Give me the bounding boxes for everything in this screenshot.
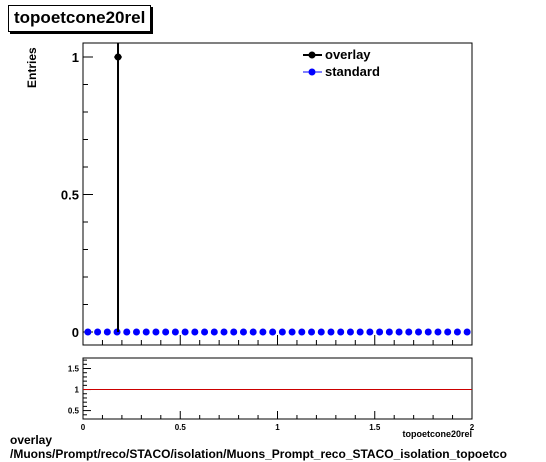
standard-point xyxy=(123,328,131,336)
standard-point xyxy=(269,328,277,336)
x-axis-label: topoetcone20rel xyxy=(402,429,472,439)
ratio-x-axis: 0 0.5 1 1.5 2 xyxy=(81,411,475,432)
standard-point xyxy=(434,328,442,336)
standard-point xyxy=(230,328,238,336)
standard-point xyxy=(317,328,325,336)
standard-point xyxy=(103,328,111,336)
standard-point xyxy=(415,328,423,336)
standard-point xyxy=(171,328,179,336)
y-tick-label: 0 xyxy=(72,325,79,340)
standard-point xyxy=(405,328,413,336)
ratio-y-axis: 0.5 1 1.5 xyxy=(68,359,91,416)
standard-point xyxy=(298,328,306,336)
standard-point xyxy=(152,328,160,336)
main-plot: 00.51 Entries xyxy=(25,42,473,346)
ratio-y-tick-label: 1 xyxy=(75,386,80,395)
standard-point xyxy=(94,328,102,336)
overlay-point xyxy=(114,53,122,61)
ratio-plot: 0.511.5 0 0.5 1 1.5 2 topoetcone20rel xyxy=(68,357,475,439)
main-y-axis: 00.51 xyxy=(61,50,93,340)
ratio-y-tick-label: 0.5 xyxy=(68,407,80,416)
standard-point xyxy=(356,328,364,336)
x-tick-label: 1.5 xyxy=(369,423,381,432)
standard-point xyxy=(142,328,150,336)
standard-point xyxy=(210,328,218,336)
standard-point xyxy=(376,328,384,336)
standard-point xyxy=(424,328,432,336)
standard-point xyxy=(463,328,471,336)
x-tick-label: 2 xyxy=(470,423,475,432)
standard-point xyxy=(181,328,189,336)
main-plot-frame xyxy=(82,42,473,346)
standard-point xyxy=(385,328,393,336)
standard-point xyxy=(132,328,140,336)
legend-entry-overlay: overlay xyxy=(303,47,371,62)
legend-overlay-marker xyxy=(308,51,316,59)
legend-standard-marker xyxy=(308,68,316,76)
y-tick-label: 1 xyxy=(72,50,79,65)
footer-path: overlay /Muons/Prompt/reco/STACO/isolati… xyxy=(10,433,507,461)
histogram-title: topoetcone20rel xyxy=(8,5,152,32)
standard-point xyxy=(453,328,461,336)
ratio-y-tick-label: 1.5 xyxy=(68,365,80,374)
standard-point xyxy=(239,328,247,336)
x-tick-label: 1 xyxy=(275,423,280,432)
standard-point xyxy=(84,328,92,336)
standard-point xyxy=(366,328,374,336)
standard-point xyxy=(278,328,286,336)
x-tick-label: 0 xyxy=(81,423,86,432)
standard-point xyxy=(220,328,228,336)
x-tick-label: 0.5 xyxy=(175,423,187,432)
standard-point xyxy=(201,328,209,336)
standard-point xyxy=(249,328,257,336)
standard-point xyxy=(259,328,267,336)
y-axis-label: Entries xyxy=(25,47,39,88)
footer-line-1: overlay xyxy=(10,433,53,447)
main-series xyxy=(84,43,471,336)
standard-point xyxy=(395,328,403,336)
y-tick-label: 0.5 xyxy=(61,188,79,203)
standard-point xyxy=(444,328,452,336)
standard-point xyxy=(288,328,296,336)
standard-point xyxy=(191,328,199,336)
legend-overlay-label: overlay xyxy=(325,47,371,62)
legend-entry-standard: standard xyxy=(303,64,380,79)
ratio-plot-frame xyxy=(82,357,473,420)
main-x-axis xyxy=(82,335,473,345)
standard-point xyxy=(327,328,335,336)
legend-standard-label: standard xyxy=(325,64,380,79)
standard-point xyxy=(162,328,170,336)
standard-point xyxy=(346,328,354,336)
legend: overlay standard xyxy=(303,47,380,79)
footer-line-2: /Muons/Prompt/reco/STACO/isolation/Muons… xyxy=(10,447,507,461)
standard-point xyxy=(337,328,345,336)
standard-point xyxy=(308,328,316,336)
